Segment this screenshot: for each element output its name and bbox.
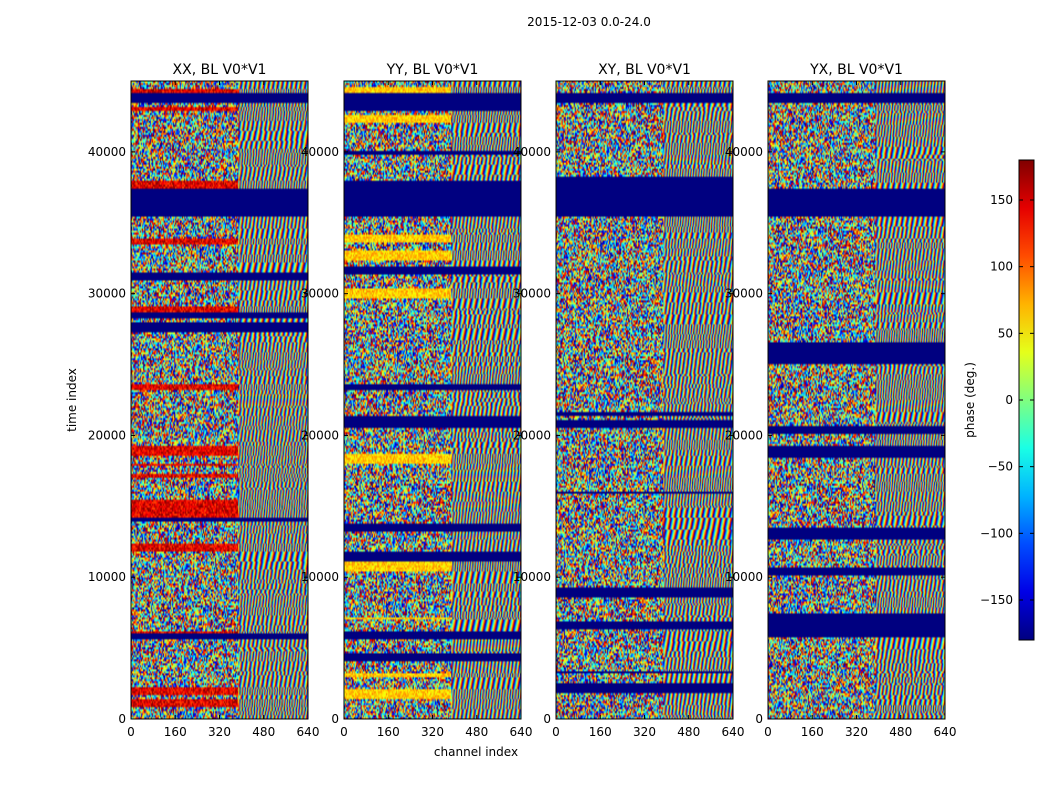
x-tick-label: 480 [889,725,912,739]
colorbar: −150 −100 −50 0 50 100 150 [980,159,1035,641]
phase-waterfall-image [556,81,733,719]
colorbar-tick-label: −100 [980,526,1013,540]
panel-yy: YY, BL V0*V1 0 160 320 480 640 0 10000 20000 3000… [301,62,533,739]
x-tick-label: 0 [340,725,348,739]
phase-waterfall-image [344,81,521,719]
y-tick-label: 0 [331,712,339,726]
x-tick-label: 0 [127,725,135,739]
y-tick-label: 30000 [88,287,126,301]
y-tick-label: 20000 [513,428,551,442]
x-tick-label: 480 [465,725,488,739]
colorbar-tick-label: −150 [980,593,1013,607]
x-axis-label: channel index [434,745,518,759]
x-tick-label: 640 [934,725,957,739]
y-tick-label: 40000 [301,145,339,159]
y-tick-label: 30000 [725,287,763,301]
x-tick-label: 320 [208,725,231,739]
y-tick-label: 10000 [301,570,339,584]
panel-xy: XY, BL V0*V1 0 160 320 480 640 0 10000 20000 3000… [513,62,745,739]
figure-suptitle: 2015-12-03 0.0-24.0 [527,15,651,29]
y-axis-label: time index [65,368,79,432]
y-tick-label: 0 [118,712,126,726]
x-tick-label: 480 [252,725,275,739]
x-tick-label: 320 [845,725,868,739]
y-tick-label: 30000 [301,287,339,301]
y-tick-label: 20000 [725,428,763,442]
x-tick-label: 160 [589,725,612,739]
y-tick-label: 10000 [88,570,126,584]
x-tick-label: 640 [722,725,745,739]
y-tick-label: 40000 [513,145,551,159]
x-tick-label: 0 [764,725,772,739]
x-tick-label: 640 [297,725,320,739]
y-tick-label: 0 [755,712,763,726]
y-tick-label: 30000 [513,287,551,301]
y-tick-label: 40000 [725,145,763,159]
panel-title: YX, BL V0*V1 [809,62,903,78]
x-tick-label: 160 [164,725,187,739]
x-tick-label: 480 [677,725,700,739]
y-tick-label: 0 [543,712,551,726]
x-tick-label: 320 [633,725,656,739]
panel-xx: XX, BL V0*V1 0 160 320 480 640 0 10000 20000 3000… [88,62,320,739]
panel-yx: YX, BL V0*V1 0 160 320 480 640 0 10000 20000 3000… [725,62,957,739]
y-tick-label: 40000 [88,145,126,159]
colorbar-label: phase (deg.) [963,362,977,438]
colorbar-tick-label: 0 [1005,393,1013,407]
colorbar-tick-label: 50 [998,326,1013,340]
panels-group: XX, BL V0*V1 0 160 320 480 640 0 10000 20000 3000… [88,62,957,739]
x-tick-label: 0 [552,725,560,739]
panel-title: XY, BL V0*V1 [598,62,691,78]
phase-waterfall-image [131,81,308,719]
colorbar-tick-label: 100 [990,260,1013,274]
y-tick-label: 10000 [725,570,763,584]
y-tick-label: 20000 [301,428,339,442]
x-tick-label: 160 [801,725,824,739]
colorbar-tick-label: 150 [990,193,1013,207]
x-tick-label: 640 [510,725,533,739]
y-tick-label: 20000 [88,428,126,442]
phase-waterfall-image [768,81,945,719]
x-tick-label: 160 [377,725,400,739]
panel-title: YY, BL V0*V1 [386,62,479,78]
panel-title: XX, BL V0*V1 [173,62,267,78]
x-tick-label: 320 [421,725,444,739]
colorbar-tick-label: −50 [988,460,1013,474]
y-tick-label: 10000 [513,570,551,584]
